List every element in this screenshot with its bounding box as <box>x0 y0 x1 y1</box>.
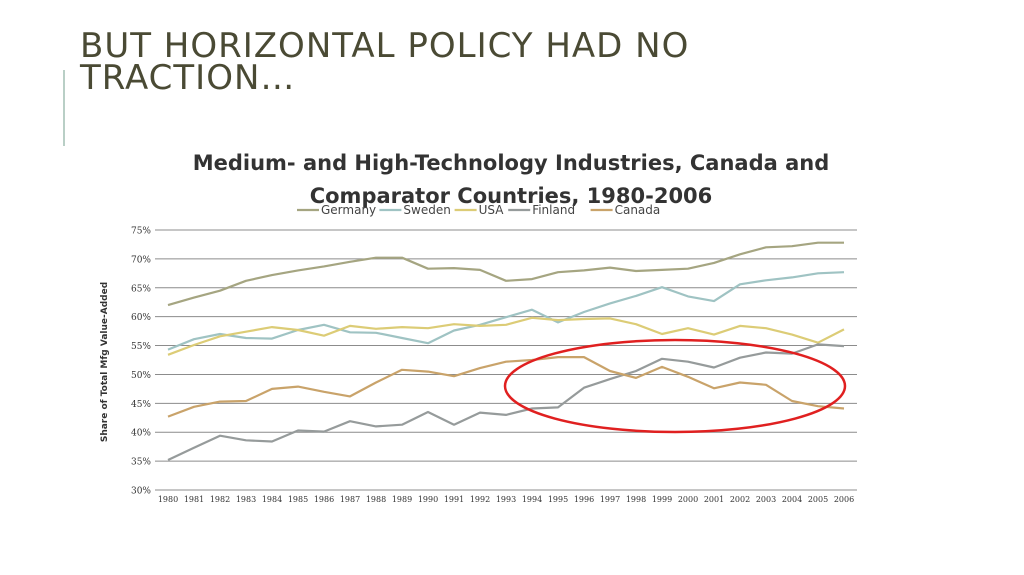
slide-title-line-1: BUT HORIZONTAL POLICY HAD NO <box>80 26 690 66</box>
y-tick-label: 65% <box>131 284 151 294</box>
x-tick-label: 1989 <box>392 495 412 504</box>
y-tick-label: 70% <box>131 255 151 265</box>
x-tick-label: 1983 <box>236 495 256 504</box>
legend: Germany Sweden USA Finland Canada <box>297 203 660 217</box>
y-tick-label: 50% <box>131 371 151 381</box>
series-line-usa <box>167 316 845 356</box>
y-tick-label: 35% <box>131 458 151 468</box>
slide-title: BUT HORIZONTAL POLICY HAD NO TRACTION… <box>80 26 980 98</box>
chart-title-line-1: Medium- and High-Technology Industries, … <box>193 151 830 175</box>
series-line-germany <box>167 241 844 307</box>
x-tick-label: 1991 <box>444 495 464 504</box>
x-tick-label: 2001 <box>704 495 724 504</box>
x-tick-label: 2002 <box>730 495 750 504</box>
annotation-layer <box>503 338 847 434</box>
series-line-finland <box>167 343 845 461</box>
series-lines <box>167 241 845 461</box>
legend-label-sweden: Sweden <box>403 203 450 217</box>
y-tick-label: 40% <box>131 429 151 439</box>
x-tick-label: 1986 <box>314 495 334 504</box>
x-tick-label: 1985 <box>288 495 308 504</box>
title-accent-line <box>63 70 65 146</box>
x-tick-label: 1993 <box>496 495 516 504</box>
y-tick-label: 60% <box>131 313 151 323</box>
x-tick-label: 2006 <box>834 495 854 504</box>
x-tick-label: 2000 <box>678 495 698 504</box>
y-tick-label: 30% <box>131 487 151 497</box>
x-tick-label: 1996 <box>574 495 594 504</box>
x-tick-label: 1988 <box>366 495 386 504</box>
series-line-sweden <box>167 271 845 351</box>
x-tick-label: 2004 <box>782 495 802 504</box>
x-tick-label: 2003 <box>756 495 776 504</box>
y-tick-label: 75% <box>131 227 151 237</box>
x-tick-label: 1992 <box>470 495 490 504</box>
x-tick-label: 1990 <box>418 495 438 504</box>
x-tick-label: 1997 <box>600 495 620 504</box>
x-tick-label: 1984 <box>262 495 282 504</box>
gridlines <box>155 229 857 491</box>
x-tick-labels: 1980 1981 1982 1983 1984 1985 1986 1987 1988 1989… <box>158 495 854 504</box>
x-tick-label: 1982 <box>210 495 230 504</box>
legend-label-canada: Canada <box>615 203 661 217</box>
legend-label-usa: USA <box>479 203 505 217</box>
slide-title-line-2: TRACTION… <box>80 58 296 98</box>
y-axis-label: Share of Total Mfg Value-Added <box>100 282 110 442</box>
x-tick-label: 1980 <box>158 495 178 504</box>
x-tick-label: 1981 <box>184 495 204 504</box>
x-tick-label: 1994 <box>522 495 542 504</box>
series-line-canada <box>167 356 845 418</box>
x-tick-label: 1995 <box>548 495 568 504</box>
legend-label-germany: Germany <box>321 203 376 217</box>
x-tick-label: 2005 <box>808 495 828 504</box>
y-tick-labels: 30% 35% 40% 45% 50% 55% 60% 65% 70% 75% <box>131 227 151 497</box>
highlight-ellipse <box>503 338 847 434</box>
x-tick-label: 1987 <box>340 495 360 504</box>
x-tick-label: 1999 <box>652 495 672 504</box>
y-tick-label: 55% <box>131 342 151 352</box>
chart-title-line-2: Comparator Countries, 1980-2006 <box>310 184 713 208</box>
legend-label-finland: Finland <box>532 203 575 217</box>
y-tick-label: 45% <box>131 400 151 410</box>
x-tick-label: 1998 <box>626 495 646 504</box>
